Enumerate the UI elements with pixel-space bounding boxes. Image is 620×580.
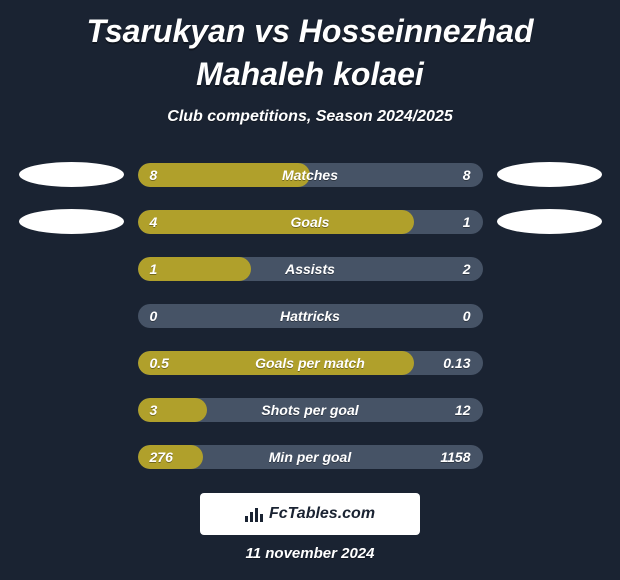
page-title: Tsarukyan vs Hosseinnezhad Mahaleh kolae… <box>0 0 620 102</box>
player-badge-right <box>497 162 602 187</box>
stat-value-right: 1158 <box>440 449 470 465</box>
stat-label: Min per goal <box>269 449 351 465</box>
brand-text: FcTables.com <box>269 505 375 523</box>
brand-badge: FcTables.com <box>200 493 420 535</box>
stat-value-left: 1 <box>150 261 158 277</box>
stat-row: 276 1158 Min per goal <box>0 444 620 469</box>
stat-bar: 8 8 Matches <box>138 163 483 187</box>
player-badge-right <box>497 209 602 234</box>
stat-row: 0 0 Hattricks <box>0 303 620 328</box>
stat-label: Assists <box>285 261 335 277</box>
stats-container: 88Matches41Goals12Assists00Hattricks0.50… <box>0 162 620 469</box>
stat-value-left: 3 <box>150 402 158 418</box>
stat-row: 8 8 Matches <box>0 162 620 187</box>
stat-row: 0.5 0.13 Goals per match <box>0 350 620 375</box>
stat-bar: 1 2 Assists <box>138 257 483 281</box>
stat-label: Hattricks <box>280 308 340 324</box>
stat-bar-fill <box>138 398 207 422</box>
bar-chart-icon <box>245 506 263 522</box>
stat-value-left: 4 <box>150 214 158 230</box>
stat-row: 3 12 Shots per goal <box>0 397 620 422</box>
stat-label: Shots per goal <box>261 402 358 418</box>
stat-value-right: 2 <box>463 261 471 277</box>
stat-value-right: 1 <box>463 214 471 230</box>
stat-value-right: 8 <box>463 167 471 183</box>
stat-row: 1 2 Assists <box>0 256 620 281</box>
stat-bar: 276 1158 Min per goal <box>138 445 483 469</box>
page-subtitle: Club competitions, Season 2024/2025 <box>0 108 620 126</box>
stat-bar: 0.5 0.13 Goals per match <box>138 351 483 375</box>
footer-date: 11 november 2024 <box>0 545 620 562</box>
stat-label: Matches <box>282 167 338 183</box>
stat-value-left: 0 <box>150 308 158 324</box>
stat-value-left: 8 <box>150 167 158 183</box>
stat-row: 4 1 Goals <box>0 209 620 234</box>
stat-label: Goals per match <box>255 355 365 371</box>
player-badge-left <box>19 162 124 187</box>
stat-bar: 4 1 Goals <box>138 210 483 234</box>
stat-bar-fill <box>138 210 414 234</box>
stat-bar: 0 0 Hattricks <box>138 304 483 328</box>
stat-label: Goals <box>291 214 330 230</box>
stat-value-right: 0.13 <box>443 355 470 371</box>
stat-value-right: 0 <box>463 308 471 324</box>
stat-bar: 3 12 Shots per goal <box>138 398 483 422</box>
stat-value-left: 0.5 <box>150 355 169 371</box>
stat-value-right: 12 <box>455 402 471 418</box>
player-badge-left <box>19 209 124 234</box>
stat-value-left: 276 <box>150 449 173 465</box>
